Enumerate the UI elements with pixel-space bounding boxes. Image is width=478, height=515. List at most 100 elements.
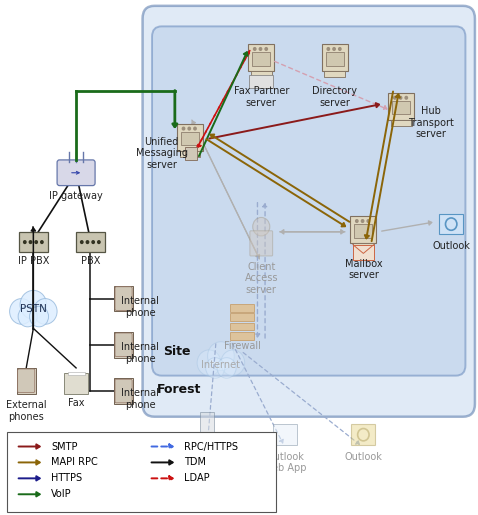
Circle shape (86, 240, 89, 244)
Text: Fax Partner
server: Fax Partner server (234, 87, 289, 108)
Circle shape (326, 47, 330, 51)
Text: IP gateway: IP gateway (49, 191, 103, 201)
Circle shape (393, 96, 397, 100)
Circle shape (264, 47, 268, 51)
Text: Outlook: Outlook (345, 452, 382, 461)
Circle shape (338, 47, 342, 51)
Circle shape (40, 240, 44, 244)
FancyBboxPatch shape (250, 231, 272, 256)
Bar (353, 244, 374, 250)
Bar (7, 432, 275, 512)
Text: SMTP: SMTP (52, 441, 78, 452)
Bar (230, 323, 254, 331)
Circle shape (23, 240, 27, 244)
Circle shape (193, 127, 197, 131)
Bar (392, 101, 411, 114)
Text: TDM: TDM (185, 457, 206, 468)
Bar (273, 424, 297, 445)
Bar (230, 304, 254, 312)
Bar (250, 75, 273, 88)
Bar (230, 314, 254, 321)
Circle shape (197, 350, 221, 375)
FancyBboxPatch shape (115, 379, 132, 403)
Bar (114, 332, 133, 357)
Circle shape (206, 357, 225, 378)
Circle shape (253, 217, 270, 236)
Text: HTTPS: HTTPS (52, 473, 83, 484)
FancyBboxPatch shape (115, 287, 132, 311)
Circle shape (20, 290, 47, 319)
Text: MAPI RPC: MAPI RPC (52, 457, 98, 468)
Bar (350, 216, 376, 244)
Bar (180, 151, 200, 157)
Text: VoIP: VoIP (52, 489, 72, 499)
Bar (248, 44, 274, 71)
Circle shape (187, 127, 191, 131)
Circle shape (33, 299, 57, 324)
Circle shape (253, 47, 257, 51)
Text: Internet: Internet (201, 360, 240, 370)
Circle shape (367, 219, 370, 223)
Bar (326, 52, 344, 65)
Circle shape (18, 306, 37, 327)
FancyBboxPatch shape (152, 26, 466, 375)
Bar (199, 411, 214, 440)
Bar (388, 93, 414, 120)
Text: Outlook
Web App: Outlook Web App (263, 452, 307, 473)
Bar (322, 44, 348, 71)
Text: Outlook: Outlook (432, 241, 470, 251)
Circle shape (34, 240, 38, 244)
Circle shape (221, 350, 245, 375)
Circle shape (10, 299, 33, 324)
Bar (64, 373, 88, 393)
Circle shape (259, 47, 262, 51)
Text: External
phones: External phones (6, 400, 46, 422)
Text: PSTN: PSTN (20, 304, 47, 314)
FancyBboxPatch shape (57, 160, 95, 185)
Bar (185, 147, 197, 160)
Text: RPC/HTTPS: RPC/HTTPS (185, 441, 239, 452)
Bar (177, 124, 203, 151)
Bar (17, 368, 36, 393)
Text: Mailbox
server: Mailbox server (345, 259, 382, 280)
Circle shape (332, 47, 336, 51)
Circle shape (404, 96, 408, 100)
Circle shape (182, 127, 185, 131)
Bar (114, 378, 133, 404)
Bar (252, 52, 271, 65)
Text: Directory
server: Directory server (312, 87, 358, 108)
Circle shape (91, 240, 95, 244)
Bar (353, 245, 374, 260)
Circle shape (97, 240, 101, 244)
Text: Fax: Fax (68, 398, 84, 408)
Circle shape (207, 342, 234, 370)
Text: Internal
phone: Internal phone (121, 388, 159, 410)
Bar (391, 120, 412, 126)
Circle shape (361, 219, 364, 223)
Bar (351, 424, 375, 445)
Circle shape (80, 240, 84, 244)
Bar (76, 232, 105, 252)
Bar (230, 332, 254, 340)
Bar (181, 132, 199, 145)
Circle shape (29, 240, 33, 244)
FancyBboxPatch shape (142, 6, 475, 417)
Bar (439, 214, 463, 234)
Text: LDAP: LDAP (185, 473, 210, 484)
Text: Internal
phone: Internal phone (121, 296, 159, 318)
Bar (354, 224, 372, 237)
Text: PBX: PBX (81, 256, 100, 266)
Text: Forest: Forest (157, 383, 201, 396)
Bar (251, 71, 272, 77)
Text: IP PBX: IP PBX (18, 256, 49, 266)
Bar (19, 232, 48, 252)
Text: Client
Access
server: Client Access server (245, 262, 278, 295)
Text: Unified
Messaging
server: Unified Messaging server (136, 137, 187, 170)
Text: Internal
phone: Internal phone (121, 342, 159, 364)
Text: Firewall: Firewall (224, 341, 261, 351)
Bar (325, 71, 345, 77)
Bar (67, 371, 85, 374)
Text: Hub
Transport
server: Hub Transport server (408, 106, 454, 139)
Text: Exchange
ActiveSync: Exchange ActiveSync (180, 452, 234, 473)
FancyBboxPatch shape (115, 333, 132, 356)
